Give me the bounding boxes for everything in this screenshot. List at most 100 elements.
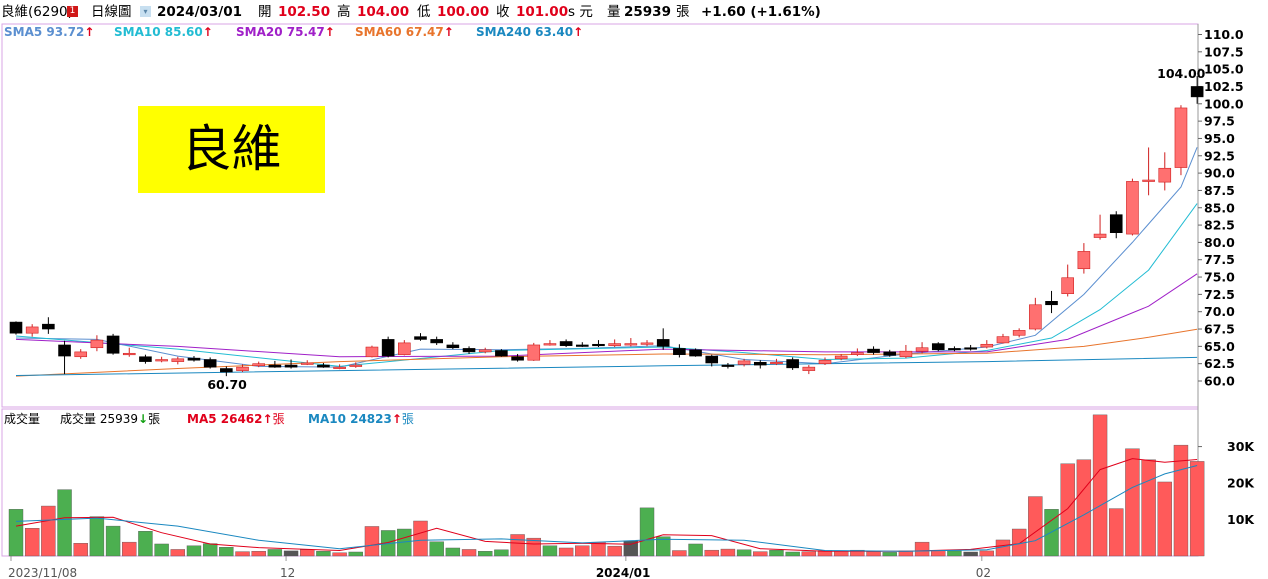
volume-bar — [575, 545, 590, 557]
y-tick-label: 110.0 — [1204, 27, 1244, 42]
candle — [640, 342, 654, 345]
volume-bar — [558, 547, 574, 557]
volume-bar — [332, 552, 347, 557]
up-arrow-icon: ↑ — [84, 25, 95, 39]
candle — [1158, 167, 1172, 183]
sma-legend-label: SMA20 75.47 — [236, 25, 325, 39]
volume-bar — [639, 507, 655, 557]
volume-bar — [283, 550, 299, 557]
change-value: +1.60 (+1.61%) — [701, 4, 821, 20]
candle — [1029, 304, 1042, 330]
volume-bar — [720, 548, 736, 557]
candle — [90, 339, 104, 349]
candle — [284, 364, 298, 368]
volume-bar — [510, 534, 525, 557]
volume-bar — [413, 520, 428, 557]
candle — [1126, 181, 1139, 235]
candle — [106, 335, 120, 354]
candle — [495, 350, 508, 357]
x-tick-label: 2024/01 — [596, 566, 650, 579]
volume-bar — [122, 541, 137, 557]
candle — [624, 343, 638, 346]
quote-date: 2024/03/01 — [157, 4, 243, 20]
candle — [155, 359, 168, 362]
candle — [511, 356, 524, 361]
ma5-legend: MA5 26462↑張 — [187, 410, 285, 427]
candle — [802, 366, 816, 371]
down-arrow-icon: ↓ — [138, 412, 149, 426]
up-arrow-icon: ↑ — [443, 25, 454, 39]
chart-type-label[interactable]: 日線圖 — [91, 4, 132, 20]
candle — [559, 341, 573, 346]
candle — [58, 344, 71, 357]
volume-bar — [1157, 481, 1172, 557]
candle — [867, 348, 880, 353]
candle — [527, 344, 541, 361]
volume-bar — [494, 549, 509, 557]
y-tick-label: 80.0 — [1204, 235, 1235, 250]
candle — [25, 326, 39, 334]
high-value: 104.00 — [357, 4, 410, 20]
volume-bar — [542, 545, 558, 557]
up-arrow-icon: ↑ — [573, 25, 584, 39]
volume-bar — [461, 549, 477, 557]
y-tick-label: 97.5 — [1204, 114, 1235, 129]
y-tick-label: 67.5 — [1204, 322, 1235, 337]
unit-label: s 元 — [568, 4, 593, 20]
candle — [203, 359, 217, 368]
volume-bar — [931, 550, 946, 557]
candle — [300, 362, 314, 365]
candle — [996, 336, 1010, 344]
volume-bar — [24, 528, 40, 557]
volume-bar — [138, 531, 153, 557]
ma10-legend-label: MA10 24823 — [308, 412, 392, 426]
y-tick-label: 65.0 — [1204, 339, 1235, 354]
y-tick-label: 82.5 — [1204, 218, 1235, 233]
sma-line-sma60 — [15, 328, 1198, 377]
candle — [42, 323, 55, 330]
high-label: 高 — [337, 4, 351, 20]
candle — [818, 359, 832, 364]
volume-legend-label: 成交量 25939 — [60, 412, 138, 426]
volume-bar — [219, 547, 234, 557]
candle — [122, 352, 136, 356]
sma-line-sma5 — [15, 147, 1198, 368]
ma10-legend: MA10 24823↑張 — [308, 410, 414, 427]
stock-name: 良維(6290) — [1, 4, 73, 20]
candle — [9, 321, 23, 334]
candle — [317, 364, 330, 368]
y-tick-label: 90.0 — [1204, 166, 1235, 181]
candle — [689, 349, 702, 357]
candle — [1061, 277, 1074, 294]
volume-bar — [1189, 461, 1205, 557]
candle — [430, 339, 443, 344]
candle — [608, 343, 621, 346]
volume-tick-label: 30K — [1227, 439, 1255, 454]
volume-bar — [202, 543, 218, 557]
y-tick-label: 70.0 — [1204, 304, 1235, 319]
volume-bar — [882, 552, 897, 557]
candle — [333, 366, 346, 369]
volume-bar — [1173, 444, 1189, 557]
volume-bar — [963, 551, 978, 557]
volume-bar — [300, 549, 315, 557]
volume-bar — [1044, 509, 1059, 557]
volume-bar — [526, 537, 541, 557]
y-tick-label: 95.0 — [1204, 131, 1235, 146]
sma-legend-item: SMA5 93.72↑ — [4, 25, 94, 39]
high-price-label: 104.00 — [1157, 66, 1206, 81]
volume-bar — [1109, 508, 1124, 557]
volume-bar — [251, 551, 266, 557]
sma-legend-item: SMA10 85.60↑ — [114, 25, 213, 39]
y-tick-label: 62.5 — [1204, 356, 1235, 371]
candle — [381, 339, 395, 357]
candle — [915, 347, 929, 352]
volume-bar — [89, 516, 105, 557]
candle — [980, 343, 994, 348]
y-tick-label: 107.5 — [1204, 44, 1244, 59]
volume-bar — [348, 551, 363, 557]
volume-tick-label: 20K — [1227, 476, 1255, 491]
candle — [786, 359, 799, 369]
volume-unit: 張 — [676, 4, 690, 20]
